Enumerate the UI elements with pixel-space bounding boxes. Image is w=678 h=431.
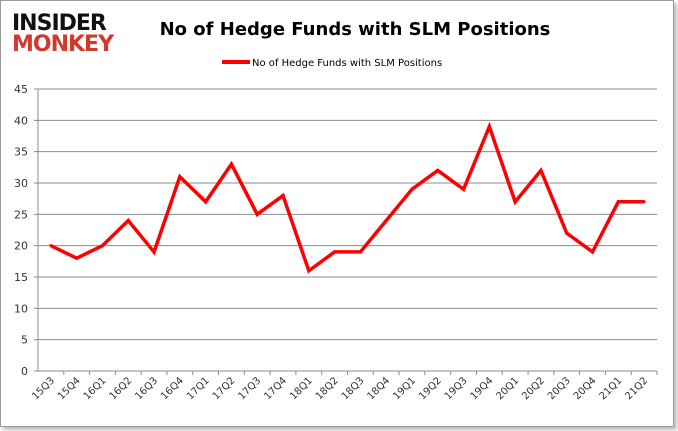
x-tick-label: 18Q1 (288, 375, 315, 402)
y-tick-label: 10 (14, 302, 28, 315)
x-tick-label: 20Q1 (494, 375, 521, 402)
legend: No of Hedge Funds with SLM Positions (222, 58, 442, 69)
data-point (436, 168, 440, 172)
data-point (100, 244, 104, 248)
data-point (281, 194, 285, 198)
x-tick-label: 16Q3 (133, 375, 160, 402)
logo-line1: INSIDER (12, 11, 107, 36)
data-point (255, 212, 259, 216)
x-tick-label: 17Q4 (262, 375, 289, 402)
x-tick-label: 16Q1 (82, 375, 109, 402)
x-tick-label: 16Q2 (108, 375, 135, 402)
y-tick-label: 45 (14, 83, 28, 96)
x-tick-label: 17Q3 (237, 375, 264, 402)
x-tick-label: 19Q1 (391, 375, 418, 402)
data-point (178, 175, 182, 179)
x-tick-label: 18Q2 (314, 375, 341, 402)
legend-label: No of Hedge Funds with SLM Positions (252, 58, 442, 69)
x-tick-label: 20Q2 (520, 375, 547, 402)
y-tick-label: 35 (14, 146, 28, 159)
data-point (513, 200, 517, 204)
data-point (307, 269, 311, 273)
data-point (126, 219, 130, 223)
y-tick-label: 40 (14, 114, 28, 127)
logo: INSIDER MONKEY (12, 11, 116, 57)
y-tick-label: 25 (14, 208, 28, 221)
series-line (50, 121, 645, 274)
data-point (49, 244, 53, 248)
y-tick-label: 30 (14, 177, 28, 190)
data-point (565, 231, 569, 235)
y-tick-label: 5 (21, 334, 28, 347)
y-tick-label: 0 (21, 365, 28, 378)
x-tick-label: 18Q3 (340, 375, 367, 402)
data-point (384, 219, 388, 223)
data-point (410, 187, 414, 191)
data-point (358, 250, 362, 254)
x-tick-label: 16Q4 (159, 375, 186, 402)
x-tick-label: 15Q3 (30, 375, 57, 402)
data-point (75, 256, 79, 260)
logo-line2: MONKEY (12, 32, 115, 57)
x-tick-label: 19Q3 (443, 375, 470, 402)
data-point (204, 200, 208, 204)
x-tick-label: 18Q4 (365, 375, 392, 402)
x-tick-label: 15Q4 (56, 375, 83, 402)
y-tick-label: 15 (14, 271, 28, 284)
data-point (591, 250, 595, 254)
data-point (487, 125, 491, 129)
x-tick-label: 20Q3 (546, 375, 573, 402)
x-tick-label: 21Q2 (623, 375, 650, 402)
data-point (616, 200, 620, 204)
x-tick-label: 19Q2 (417, 375, 444, 402)
data-point (333, 250, 337, 254)
data-point (462, 187, 466, 191)
x-tick-label: 21Q1 (598, 375, 625, 402)
chart-title: No of Hedge Funds with SLM Positions (160, 19, 551, 40)
data-point (229, 162, 233, 166)
x-tick-label: 17Q1 (185, 375, 212, 402)
x-tick-label: 20Q4 (572, 375, 599, 402)
data-point (642, 200, 646, 204)
x-tick-label: 19Q4 (469, 375, 496, 402)
x-tick-label: 17Q2 (211, 375, 238, 402)
y-tick-label: 20 (14, 240, 28, 253)
data-point (539, 168, 543, 172)
data-point (152, 250, 156, 254)
